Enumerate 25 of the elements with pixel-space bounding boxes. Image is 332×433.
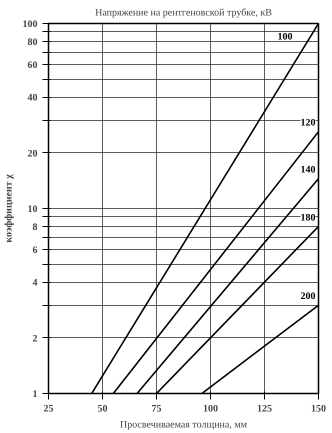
x-tick-label: 75 xyxy=(152,404,162,414)
y-tick-label: 2 xyxy=(32,333,38,344)
y-tick-label: 80 xyxy=(28,36,38,48)
series-label: 120 xyxy=(300,118,316,129)
x-tick-label: 50 xyxy=(98,404,108,414)
x-tick-label: 150 xyxy=(311,404,326,414)
x-tick-label: 100 xyxy=(203,404,218,414)
series-label: 200 xyxy=(300,291,316,302)
x-tick-label: 125 xyxy=(257,404,272,414)
y-tick-label: 20 xyxy=(28,148,38,160)
y-tick-label: 6 xyxy=(32,245,38,256)
y-tick-label: 4 xyxy=(32,278,38,289)
x-tick-label: 25 xyxy=(44,404,54,414)
y-tick-label: 10 xyxy=(28,204,38,215)
y-tick-label: 60 xyxy=(28,60,38,72)
y-tick-label: 1 xyxy=(32,389,38,400)
series-label: 140 xyxy=(300,164,316,176)
y-tick-label: 100 xyxy=(22,19,38,30)
y-tick-label: 40 xyxy=(28,92,38,104)
y-tick-label: 8 xyxy=(32,222,38,233)
series-label: 100 xyxy=(278,32,292,42)
y-axis-title: коэффициент χ xyxy=(4,174,14,243)
chart-title: Напряжение на рентгеновской трубке, кВ xyxy=(95,8,272,18)
series-label: 180 xyxy=(300,212,316,224)
x-axis-title: Просвечиваемая толщина, мм xyxy=(120,420,248,430)
